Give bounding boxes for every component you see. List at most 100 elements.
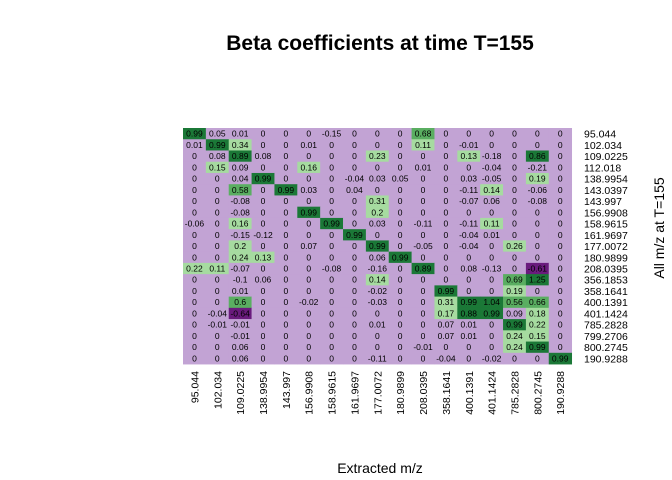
heatmap-cell (411, 307, 435, 320)
cell-value-label: 0.99 (369, 241, 386, 251)
heatmap-cell (297, 128, 321, 140)
cell-value-label: 0 (215, 286, 220, 296)
heatmap-cell (434, 172, 458, 185)
heatmap-cell (388, 150, 412, 163)
cell-value-label: 0 (398, 331, 403, 341)
cell-value-label: 0 (398, 320, 403, 330)
heatmap-cell (503, 296, 527, 309)
x-tick-label: 180.9899 (395, 371, 407, 415)
heatmap-cell (525, 352, 550, 365)
x-tick-label: 138.9954 (258, 371, 270, 415)
cell-value-label: 0 (558, 320, 563, 330)
cell-value-label: 0 (398, 342, 403, 352)
cell-value-label: 0 (512, 185, 517, 195)
heatmap-cell (457, 262, 481, 275)
heatmap-cell (320, 262, 344, 275)
heatmap-cell (480, 262, 504, 275)
heatmap-cell (503, 341, 527, 354)
cell-value-label: 0 (306, 230, 311, 240)
heatmap-cell (548, 341, 573, 354)
cell-value-label: -0.13 (482, 264, 502, 274)
cell-value-label: 0.99 (323, 219, 340, 229)
heatmap-cell (297, 262, 321, 275)
cell-value-label: 0 (398, 241, 403, 251)
heatmap-cell (411, 352, 435, 365)
cell-value-label: 0 (192, 207, 197, 217)
cell-value-label: 0.24 (232, 252, 249, 262)
heatmap-cell (503, 184, 527, 196)
heatmap-cell (274, 217, 298, 230)
heatmap-cell (320, 341, 344, 354)
heatmap-cell (183, 229, 207, 241)
cell-value-label: 0.26 (506, 241, 523, 251)
heatmap-cell (365, 206, 390, 219)
cell-value-label: 0 (192, 162, 197, 172)
heatmap-cell (274, 161, 298, 174)
heatmap-cell (365, 251, 390, 264)
heatmap-cell (388, 217, 412, 230)
cell-value-label: 0 (375, 162, 380, 172)
cell-value-label: 0 (466, 275, 471, 285)
cell-value-label: 0.68 (415, 129, 432, 139)
heatmap-cell (548, 352, 573, 365)
cell-value-label: 0.58 (232, 185, 249, 195)
cell-value-label: 0.99 (483, 308, 500, 318)
heatmap-cell (320, 274, 344, 286)
cell-value-label: 0 (306, 320, 311, 330)
heatmap-cell (297, 217, 321, 230)
cell-value-label: -0.04 (482, 162, 502, 172)
heatmap-cell (297, 150, 321, 163)
heatmap-cell (480, 319, 504, 331)
heatmap-cell (251, 217, 275, 230)
cell-value-label: -0.12 (253, 230, 273, 240)
cell-value-label: 0 (466, 342, 471, 352)
cell-value-label: 0 (329, 196, 334, 206)
heatmap-cell (434, 352, 458, 365)
heatmap-cell (205, 341, 230, 354)
cell-value-label: 0.6 (234, 297, 246, 307)
heatmap-cell (503, 128, 527, 140)
cell-value-label: 0 (306, 342, 311, 352)
heatmap-cell (503, 217, 527, 230)
cell-value-label: 0 (398, 297, 403, 307)
cell-value-label: 0.03 (300, 185, 317, 195)
heatmap-cell (183, 139, 207, 151)
cell-value-label: 0.01 (300, 140, 317, 150)
heatmap-cell (525, 319, 550, 331)
heatmap-cell (365, 352, 390, 365)
heatmap-cell (365, 139, 390, 151)
heatmap-cell (388, 330, 412, 342)
heatmap-cell (320, 251, 344, 264)
heatmap-cell (548, 274, 573, 286)
heatmap-cell (320, 240, 344, 253)
heatmap-cell (228, 274, 252, 286)
cell-value-label: 0 (558, 196, 563, 206)
heatmap-cell (503, 330, 527, 342)
heatmap-cell (457, 251, 481, 264)
cell-value-label: -0.18 (482, 151, 502, 161)
heatmap-cell (228, 296, 252, 309)
heatmap-cell (388, 319, 412, 331)
heatmap-cell (251, 206, 275, 219)
heatmap-cell (457, 352, 481, 365)
cell-value-label: 0 (215, 241, 220, 251)
heatmap-cell (297, 161, 321, 174)
cell-value-label: 0.01 (232, 129, 249, 139)
heatmap-cell (205, 206, 230, 219)
cell-value-label: -0.01 (230, 331, 250, 341)
heatmap-cell (274, 307, 298, 320)
heatmap-cell (251, 150, 275, 163)
heatmap-cell (411, 341, 435, 354)
cell-value-label: 0 (284, 308, 289, 318)
cell-value-label: 0 (329, 207, 334, 217)
cell-value-label: 0 (421, 286, 426, 296)
cell-value-label: 0 (535, 252, 540, 262)
cell-value-label: 0 (215, 230, 220, 240)
heatmap-cell (388, 206, 412, 219)
heatmap-cell (320, 229, 344, 241)
heatmap-cell (365, 195, 390, 208)
heatmap-cell (297, 307, 321, 320)
cell-value-label: 0.03 (369, 219, 386, 229)
heatmap-cell (480, 172, 504, 185)
cell-value-label: 0.99 (186, 129, 203, 139)
